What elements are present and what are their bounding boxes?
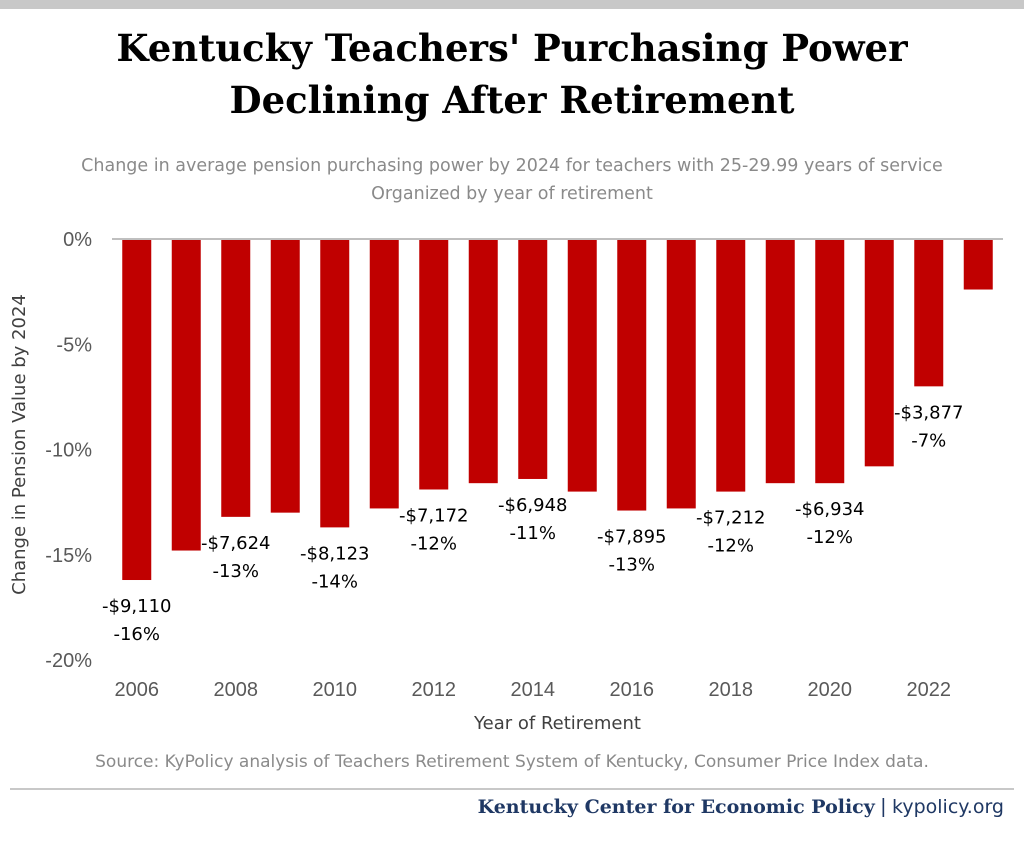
bar-2013 [468,239,498,484]
y-tick-label: -5% [56,334,92,356]
footer-credit: Kentucky Center for Economic Policy | kypo… [478,796,1004,819]
bar-2022 [914,239,944,387]
y-tick-label: -15% [45,545,92,567]
data-label-dollar: -$7,212 [696,508,765,529]
bar-2011 [369,239,399,509]
y-tick-label: -20% [45,650,92,672]
data-label-percent: -13% [212,561,259,582]
data-label-percent: -7% [911,430,946,451]
x-axis-title: Year of Retirement [473,713,641,734]
data-label-percent: -13% [608,555,655,576]
data-label-dollar: -$9,110 [102,596,171,617]
data-label-dollar: -$6,948 [498,495,567,516]
x-tick-label: 2014 [511,679,556,701]
bar-2015 [567,239,597,492]
bar-2009 [270,239,300,513]
x-tick-label: 2006 [115,679,160,701]
x-tick-label: 2018 [709,679,754,701]
x-tick-label: 2016 [610,679,655,701]
chart-title-line-1: Kentucky Teachers' Purchasing Power [116,26,908,70]
data-label-percent: -16% [113,624,160,645]
bar-2020 [815,239,845,484]
chart-title-line-2: Declining After Retirement [229,78,795,122]
bar-2016 [617,239,647,511]
bar-2021 [864,239,894,467]
bar-2017 [666,239,696,509]
bar-2010 [320,239,350,528]
y-tick-label: 0% [63,229,92,251]
top-rule [0,0,1024,9]
bottom-rule [10,788,1014,790]
y-axis-title: Change in Pension Value by 2024 [9,294,30,595]
data-label-percent: -12% [806,527,853,548]
data-label-dollar: -$7,895 [597,527,666,548]
data-label-dollar: -$8,123 [300,543,369,564]
bar-2023 [963,239,993,290]
x-tick-label: 2022 [907,679,952,701]
bar-2007 [171,239,201,551]
source-note: Source: KyPolicy analysis of Teachers Re… [95,752,929,772]
bar-2019 [765,239,795,484]
footer-website-link[interactable]: kypolicy.org [892,796,1004,818]
bar-2018 [716,239,746,492]
x-tick-label: 2010 [313,679,358,701]
data-label-dollar: -$3,877 [894,402,963,423]
bar-2008 [221,239,251,517]
chart-subtitle-line-2: Organized by year of retirement [371,184,653,204]
data-label-dollar: -$7,624 [201,533,270,554]
footer-separator: | [880,796,886,818]
y-tick-label: -10% [45,440,92,462]
x-tick-label: 2008 [214,679,259,701]
data-label-percent: -11% [509,523,556,544]
bar-2006 [122,239,152,581]
data-label-percent: -14% [311,571,358,592]
chart-title: Kentucky Teachers' Purchasing Power Decl… [0,22,1024,126]
data-label-percent: -12% [707,536,754,557]
data-label-dollar: -$6,934 [795,499,864,520]
x-tick-label: 2012 [412,679,457,701]
data-label-percent: -12% [410,533,457,554]
bar-2014 [518,239,548,479]
bar-2012 [419,239,449,490]
chart-subtitle-line-1: Change in average pension purchasing pow… [81,156,943,176]
footer-org-name: Kentucky Center for Economic Policy [477,796,875,818]
x-tick-label: 2020 [808,679,853,701]
data-label-dollar: -$7,172 [399,505,468,526]
